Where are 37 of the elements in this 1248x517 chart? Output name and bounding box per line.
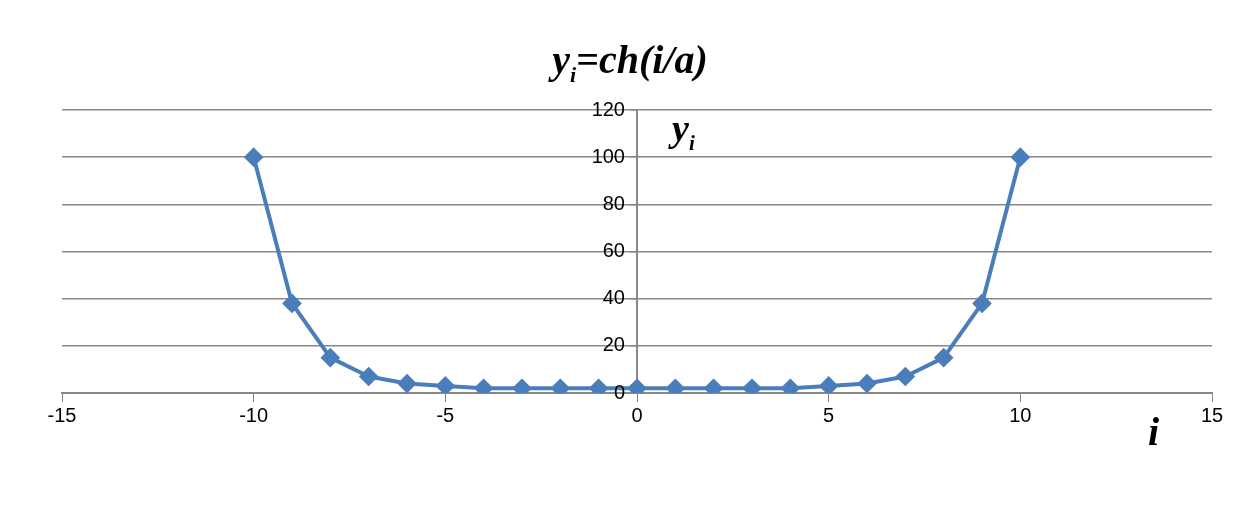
point xyxy=(628,379,646,393)
point xyxy=(896,367,915,386)
point xyxy=(743,379,761,393)
point xyxy=(1011,148,1030,167)
x-axis-title: i xyxy=(1148,408,1160,455)
y-tick-label: 60 xyxy=(602,239,625,262)
y-tick-label: 0 xyxy=(613,380,625,403)
x-tick-label: -15 xyxy=(47,403,77,426)
y-tick-label: 100 xyxy=(591,144,625,167)
point xyxy=(513,379,531,393)
y-tick-label: 40 xyxy=(602,286,625,309)
point xyxy=(436,376,455,393)
x-tick-label: 0 xyxy=(631,403,643,426)
point xyxy=(666,379,685,393)
point xyxy=(551,379,570,393)
x-tick-label: 10 xyxy=(1009,403,1032,426)
point xyxy=(321,348,340,367)
point xyxy=(858,374,876,393)
x-tick-label: -10 xyxy=(239,403,269,426)
point xyxy=(781,379,800,393)
point xyxy=(589,379,608,393)
point xyxy=(359,367,378,386)
chart-title: y$_{i}$=ch(i/a) xyxy=(547,36,709,88)
point xyxy=(973,294,991,313)
y-tick-label: 20 xyxy=(602,333,625,356)
point xyxy=(934,348,953,367)
x-tick-label: 5 xyxy=(823,403,835,426)
point xyxy=(244,148,263,167)
y-tick-label: 120 xyxy=(591,97,625,120)
point xyxy=(704,379,723,393)
point xyxy=(474,379,493,393)
point xyxy=(819,376,838,393)
x-tick-label: -5 xyxy=(436,403,455,426)
point xyxy=(283,294,301,313)
x-tick-label: 15 xyxy=(1200,403,1224,426)
point xyxy=(398,374,416,393)
y-tick-label: 80 xyxy=(602,191,625,214)
